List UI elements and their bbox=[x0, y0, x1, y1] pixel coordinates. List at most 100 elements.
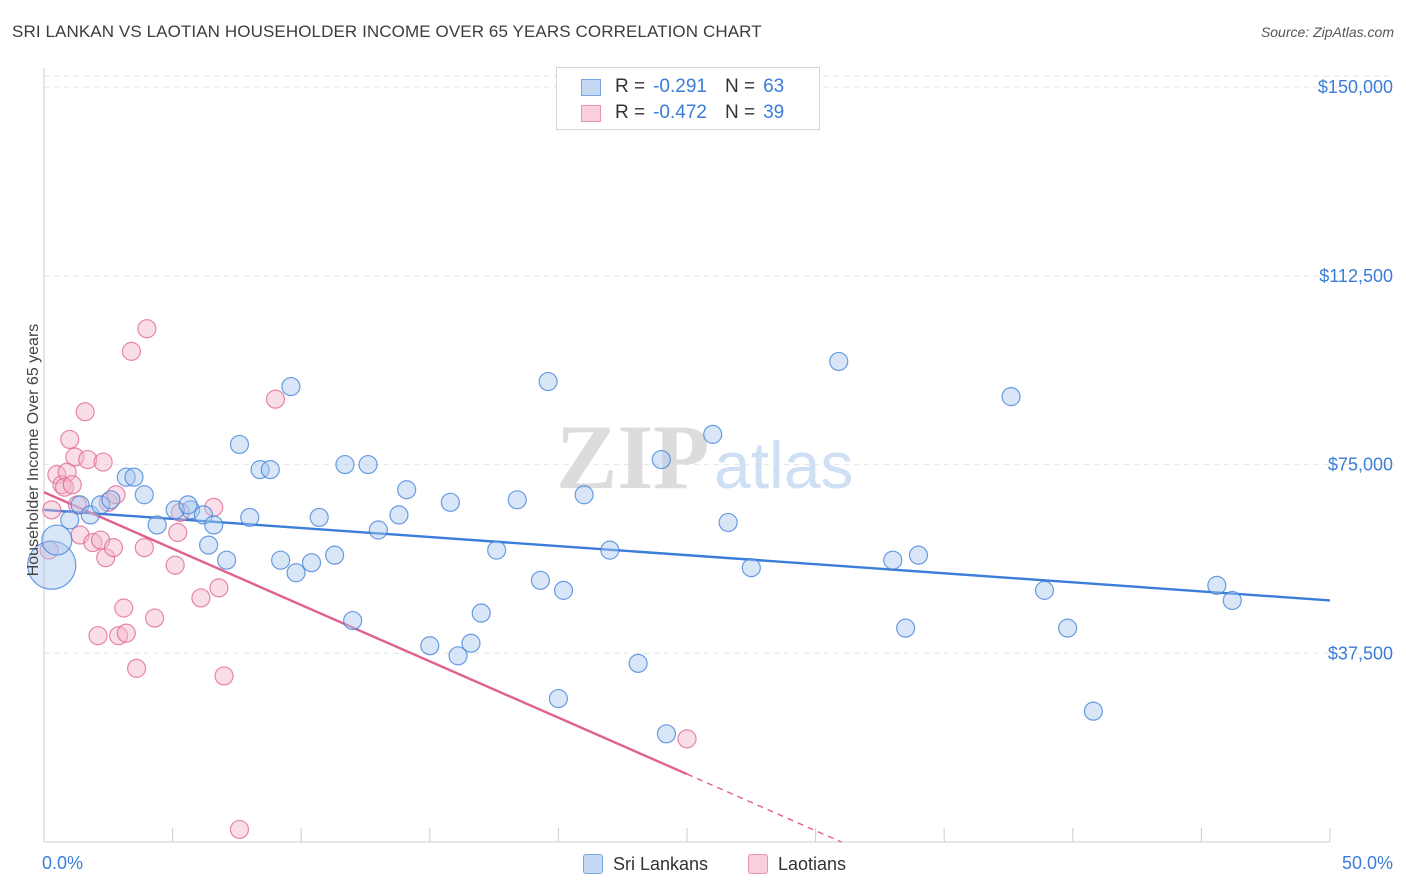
sri-lankan-point bbox=[908, 545, 929, 565]
laotian-trend-extension bbox=[686, 773, 842, 843]
y-tick-label: $112,500 bbox=[1319, 266, 1393, 286]
x-tick-label: 50.0% bbox=[1342, 853, 1393, 873]
grid-lines bbox=[44, 75, 1395, 654]
sri-lankan-point bbox=[718, 512, 738, 533]
sri-lankan-point bbox=[574, 485, 594, 505]
chart-title: SRI LANKAN VS LAOTIAN HOUSEHOLDER INCOME… bbox=[12, 22, 762, 41]
legend-item-sri-lankans: Sri Lankans bbox=[583, 852, 708, 876]
sri-lankan-point bbox=[301, 553, 322, 573]
sri-lankan-point bbox=[1207, 575, 1227, 595]
sri-lankan-point bbox=[41, 524, 73, 556]
y-axis-label: Householder Income Over 65 years bbox=[25, 324, 42, 577]
laotian-point bbox=[144, 608, 165, 628]
sri-lankan-point bbox=[271, 550, 291, 570]
sri-lankan-point bbox=[829, 351, 849, 372]
sri-lankan-point bbox=[281, 376, 301, 397]
laotian-point bbox=[126, 658, 147, 678]
y-tick-label: $75,000 bbox=[1328, 455, 1393, 475]
laotian-point bbox=[96, 548, 116, 568]
y-tick-label: $150,000 bbox=[1318, 77, 1393, 97]
sri-lankan-point bbox=[240, 507, 260, 528]
sri-lankan-point bbox=[420, 636, 440, 656]
sri-lankan-point bbox=[368, 520, 388, 540]
sri-lankan-trend-line bbox=[43, 508, 1331, 602]
laotian-point bbox=[265, 389, 286, 409]
sri-lankan-point bbox=[199, 535, 219, 555]
laotian-point bbox=[54, 477, 75, 497]
laotian-point bbox=[57, 462, 77, 482]
sri-lankan-point bbox=[124, 467, 144, 487]
watermark-zip: ZIP bbox=[556, 406, 709, 508]
legend-row-sri-lankans: R = -0.291 N = 63 bbox=[581, 75, 802, 99]
sri-lankan-point bbox=[193, 505, 214, 525]
laotian-point bbox=[62, 475, 82, 495]
sri-lankan-point bbox=[741, 558, 761, 578]
n-value: 39 bbox=[763, 102, 785, 123]
sri-lankan-point bbox=[217, 550, 237, 570]
laotian-point bbox=[98, 492, 118, 512]
pink-swatch bbox=[748, 854, 768, 874]
laotian-point bbox=[165, 555, 185, 575]
sri-lankan-point bbox=[1058, 618, 1078, 638]
x-tick-label: 0.0% bbox=[42, 853, 83, 873]
trend-lines bbox=[43, 491, 1331, 843]
laotian-point bbox=[78, 449, 98, 470]
sri-lankan-point bbox=[530, 570, 550, 590]
sri-lankan-point bbox=[896, 618, 916, 638]
sri-lankan-point bbox=[389, 505, 409, 525]
sri-lankan-point bbox=[448, 646, 468, 666]
y-tick-labels: $37,500 $75,000 $112,500 $150,000 bbox=[1318, 77, 1393, 663]
sri-lankan-point bbox=[1034, 580, 1055, 600]
sri-lankan-point bbox=[80, 505, 100, 525]
sri-lankan-point bbox=[651, 449, 671, 470]
x-tick-labels: 0.0% 50.0% bbox=[42, 853, 1393, 873]
legend-row-laotians: R = -0.472 N = 39 bbox=[581, 101, 802, 125]
blue-swatch bbox=[581, 78, 601, 96]
laotian-point bbox=[191, 588, 211, 608]
r-value: -0.291 bbox=[653, 76, 707, 97]
laotian-point bbox=[88, 626, 108, 646]
laotian-point bbox=[677, 729, 697, 749]
sri-lankan-point bbox=[471, 603, 491, 623]
sri-lankan-point bbox=[116, 467, 136, 487]
blue-swatch bbox=[583, 854, 603, 874]
sri-lankan-point bbox=[703, 424, 723, 444]
sri-lankan-point bbox=[60, 510, 80, 530]
sri-lankan-point bbox=[204, 515, 224, 535]
sri-lankan-point bbox=[656, 724, 677, 744]
laotian-point bbox=[42, 500, 62, 520]
sri-lankan-point bbox=[600, 540, 620, 560]
laotian-point bbox=[214, 666, 234, 686]
sri-lankan-point bbox=[883, 550, 903, 570]
sri-lankan-point bbox=[165, 500, 185, 520]
y-tick-label: $37,500 bbox=[1328, 643, 1393, 663]
sri-lankan-point bbox=[487, 540, 507, 560]
correlation-legend: R = -0.291 N = 63 R = -0.472 N = 39 bbox=[556, 67, 820, 130]
legend-label: Sri Lankans bbox=[613, 853, 709, 874]
laotian-point bbox=[52, 475, 72, 495]
sri-lankan-point bbox=[101, 490, 121, 510]
laotian-point bbox=[168, 522, 188, 543]
n-label: N = bbox=[724, 76, 756, 97]
legend-item-laotians: Laotians bbox=[748, 852, 846, 876]
sri-lankan-point bbox=[309, 507, 329, 528]
laotian-point bbox=[209, 578, 229, 598]
laotian-point bbox=[116, 623, 136, 643]
sri-lankan-point bbox=[335, 454, 355, 475]
sri-lankan-point bbox=[181, 500, 201, 520]
pink-swatch bbox=[581, 104, 601, 122]
data-points bbox=[27, 319, 1242, 840]
sri-lankan-point bbox=[70, 495, 90, 515]
sri-lankan-point bbox=[553, 580, 574, 600]
sri-lankan-point bbox=[538, 371, 558, 392]
laotian-point bbox=[121, 341, 142, 361]
sri-lankan-point bbox=[147, 515, 167, 535]
legend-label: Laotians bbox=[778, 853, 847, 874]
sri-lankan-point bbox=[1083, 701, 1103, 721]
r-label: R = bbox=[615, 102, 646, 123]
laotian-point bbox=[108, 626, 129, 646]
laotian-point bbox=[60, 429, 80, 450]
sri-lankan-point bbox=[358, 454, 378, 475]
n-label: N = bbox=[724, 102, 756, 123]
sri-lankan-point bbox=[260, 460, 280, 480]
